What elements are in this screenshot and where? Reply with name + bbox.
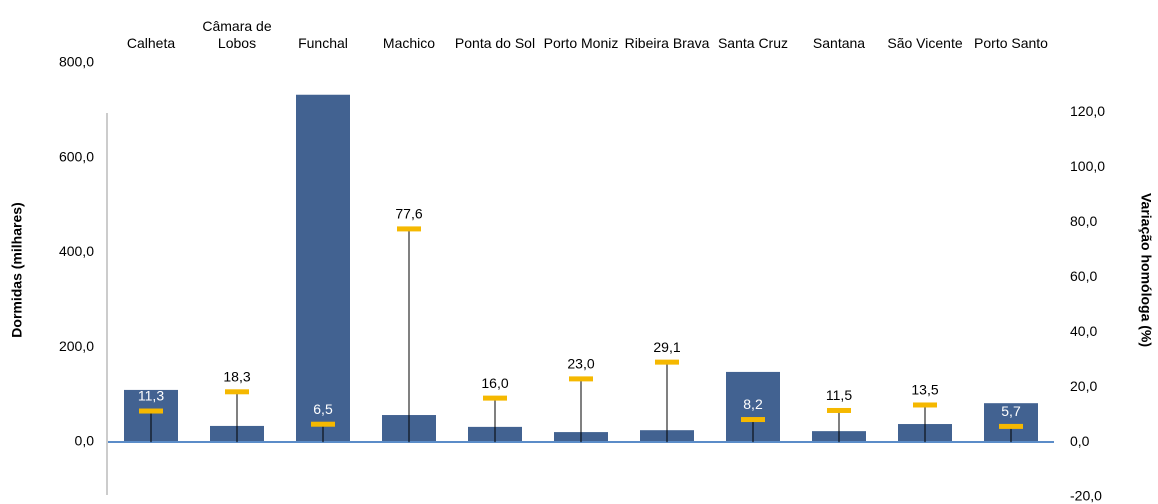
marker xyxy=(741,417,765,423)
y2-tick-label: 80,0 xyxy=(1070,213,1097,229)
bar xyxy=(296,94,350,443)
y2-tick-label: 100,0 xyxy=(1070,158,1105,174)
data-label: 13,5 xyxy=(911,382,938,398)
y-tick-label: 400,0 xyxy=(59,243,94,259)
data-label: 23,0 xyxy=(567,356,594,372)
marker xyxy=(311,421,335,427)
x-tick-label: Ribeira Brava xyxy=(624,35,710,51)
x-tick-label: Ponta do Sol xyxy=(454,35,536,51)
data-label: 11,5 xyxy=(826,387,852,403)
x-tick-label: Santana xyxy=(812,35,866,51)
marker xyxy=(483,395,507,401)
data-label: 16,0 xyxy=(481,375,508,391)
x-tick-label: Machico xyxy=(382,35,436,51)
y2-tick-label: 40,0 xyxy=(1070,323,1097,339)
data-label: 77,6 xyxy=(395,206,422,222)
data-label: 11,3 xyxy=(138,388,164,404)
y2-tick-label: 0,0 xyxy=(1070,433,1090,449)
marker xyxy=(913,402,937,408)
y2-tick-label: -20,0 xyxy=(1070,488,1102,504)
x-tick-label: Santa Cruz xyxy=(717,35,789,51)
data-label: 6,5 xyxy=(313,401,333,417)
y-tick-label: 0,0 xyxy=(75,433,95,449)
data-label: 29,1 xyxy=(653,339,680,355)
x-tick-label: Câmara de Lobos xyxy=(202,18,272,51)
x-tick-label: Porto Moniz xyxy=(543,35,619,51)
y-tick-label: 200,0 xyxy=(59,338,94,354)
marker xyxy=(225,389,249,395)
marker xyxy=(999,423,1023,429)
x-tick-label: Calheta xyxy=(126,35,176,51)
marker xyxy=(569,376,593,382)
y-axis-label: Dormidas (milhares) xyxy=(9,202,25,337)
marker xyxy=(655,359,679,365)
data-label: 5,7 xyxy=(1001,403,1021,419)
y2-tick-label: 120,0 xyxy=(1070,103,1105,119)
data-label: 8,2 xyxy=(743,396,763,412)
y-tick-label: 800,0 xyxy=(59,54,94,70)
y2-axis-label: Variação homóloga (%) xyxy=(1138,193,1154,347)
marker xyxy=(397,226,421,232)
y2-tick-label: 60,0 xyxy=(1070,268,1097,284)
x-tick-label: São Vicente xyxy=(887,35,963,51)
marker xyxy=(827,407,851,413)
data-label: 18,3 xyxy=(223,368,250,384)
y-tick-label: 600,0 xyxy=(59,148,94,164)
marker xyxy=(139,408,163,414)
x-tick-label: Porto Santo xyxy=(974,35,1048,51)
y2-tick-label: 20,0 xyxy=(1070,378,1097,394)
x-tick-label: Funchal xyxy=(298,35,348,51)
